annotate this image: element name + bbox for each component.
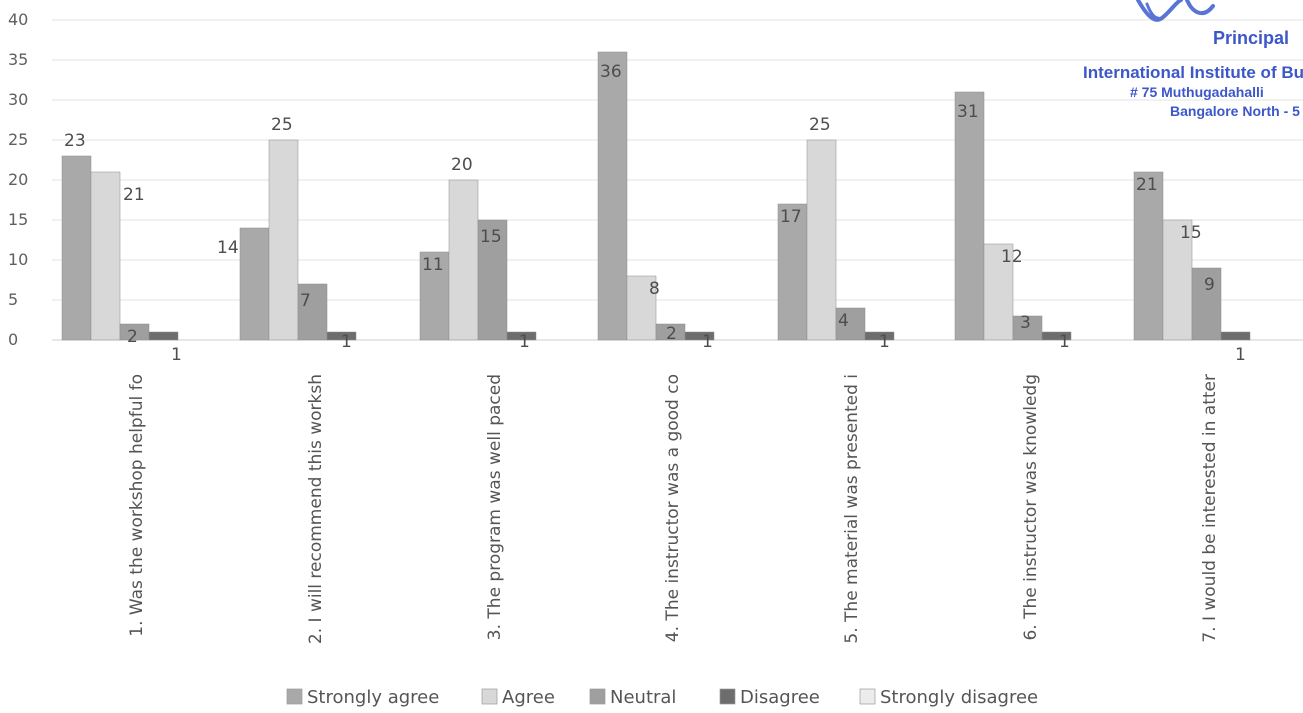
data-label: 2	[127, 327, 138, 347]
y-tick-label: 0	[8, 330, 18, 349]
data-label: 21	[123, 185, 145, 205]
bar-disagree	[684, 331, 715, 341]
y-tick-label: 30	[8, 90, 28, 109]
data-label: 23	[64, 131, 86, 151]
data-label: 1	[1059, 332, 1070, 352]
bar-strongly-agree	[597, 51, 628, 341]
bar-neutral	[297, 283, 328, 341]
bar-strongly-agree	[954, 91, 985, 341]
data-label: 1	[1235, 345, 1246, 365]
y-tick-label: 35	[8, 50, 28, 69]
bar-agree	[626, 275, 657, 341]
legend-swatch-agree	[481, 688, 498, 705]
bar-neutral	[1012, 315, 1043, 341]
data-label: 8	[649, 279, 660, 299]
bar-disagree	[506, 331, 537, 341]
stamp-line-2: International Institute of Bu	[1083, 63, 1303, 82]
category-labels: 1. Was the workshop helpful fo 2. I will …	[127, 374, 1220, 644]
data-label: 1	[171, 345, 182, 365]
data-label: 14	[217, 238, 239, 258]
category-label: 5. The material was presented i	[842, 374, 862, 644]
legend-label-disagree: Disagree	[740, 687, 820, 708]
bar-agree	[268, 139, 299, 341]
stamp-line-1: Principal	[1213, 28, 1289, 48]
category-label: 1. Was the workshop helpful fo	[127, 374, 147, 637]
legend-swatch-strongly-disagree	[859, 688, 876, 705]
bar-strongly-agree	[239, 227, 270, 341]
principal-stamp: Principal International Institute of Bu …	[1083, 0, 1303, 119]
category-label: 2. I will recommend this worksh	[306, 374, 326, 644]
legend-label-strongly-agree: Strongly agree	[307, 687, 439, 708]
y-tick-label: 10	[8, 250, 28, 269]
bar-strongly-agree	[419, 251, 450, 341]
legend-swatch-disagree	[719, 688, 736, 705]
data-label: 12	[1001, 247, 1023, 267]
data-label: 15	[480, 227, 502, 247]
data-label: 11	[422, 255, 444, 275]
data-label: 31	[957, 102, 979, 122]
data-label: 2	[666, 324, 677, 344]
data-label: 25	[809, 115, 831, 135]
y-tick-label: 40	[8, 10, 28, 29]
bar-agree	[983, 243, 1014, 341]
y-tick-label: 15	[8, 210, 28, 229]
bar-agree	[806, 139, 837, 341]
y-tick-label: 20	[8, 170, 28, 189]
bar-disagree	[326, 331, 357, 341]
bar-strongly-agree	[777, 203, 808, 341]
data-label: 4	[838, 311, 849, 331]
legend: Strongly agree Agree Neutral Disagree Strong…	[286, 687, 1038, 708]
data-label: 1	[702, 332, 713, 352]
bar-disagree	[1220, 331, 1251, 341]
data-label: 3	[1020, 313, 1031, 333]
signature-mark	[1136, 0, 1215, 22]
bar-neutral	[1191, 267, 1222, 341]
data-label: 1	[341, 332, 352, 352]
y-tick-label: 5	[8, 290, 18, 309]
bar-agree	[90, 171, 121, 341]
data-label: 25	[271, 115, 293, 135]
bar-neutral	[835, 307, 866, 341]
data-label: 7	[300, 291, 311, 311]
data-label: 21	[1136, 175, 1158, 195]
legend-swatch-strongly-agree	[286, 688, 303, 705]
legend-label-agree: Agree	[502, 687, 555, 708]
category-label: 3. The program was well paced	[485, 374, 505, 640]
legend-label-neutral: Neutral	[610, 687, 676, 708]
data-label: 17	[780, 207, 802, 227]
y-tick-label: 25	[8, 130, 28, 149]
bar-disagree	[1041, 331, 1072, 341]
bar-agree	[448, 179, 479, 341]
category-label: 7. I would be interested in atter	[1200, 374, 1220, 643]
bars	[61, 51, 1251, 341]
data-label: 20	[451, 155, 473, 175]
data-label: 1	[519, 332, 530, 352]
bar-disagree	[864, 331, 895, 341]
legend-swatch-neutral	[589, 688, 606, 705]
data-label: 9	[1204, 275, 1215, 295]
bar-neutral	[477, 219, 508, 341]
category-label: 6. The instructor was knowledg	[1021, 374, 1041, 641]
bar-disagree	[148, 331, 179, 341]
data-label: 15	[1180, 223, 1202, 243]
legend-label-strongly-disagree: Strongly disagree	[880, 687, 1038, 708]
category-label: 4. The instructor was a good co	[663, 374, 683, 642]
stamp-line-4: Bangalore North - 5	[1170, 103, 1300, 119]
bar-agree	[1162, 219, 1193, 341]
bar-strongly-agree	[61, 155, 92, 341]
y-axis: 0 5 10 15 20 25 30 35 40	[8, 10, 28, 349]
bar-strongly-agree	[1133, 171, 1164, 341]
stamp-line-3: # 75 Muthugadahalli	[1130, 84, 1264, 100]
data-label: 36	[600, 62, 622, 82]
signature-loop	[1145, 2, 1160, 20]
data-label: 1	[879, 332, 890, 352]
